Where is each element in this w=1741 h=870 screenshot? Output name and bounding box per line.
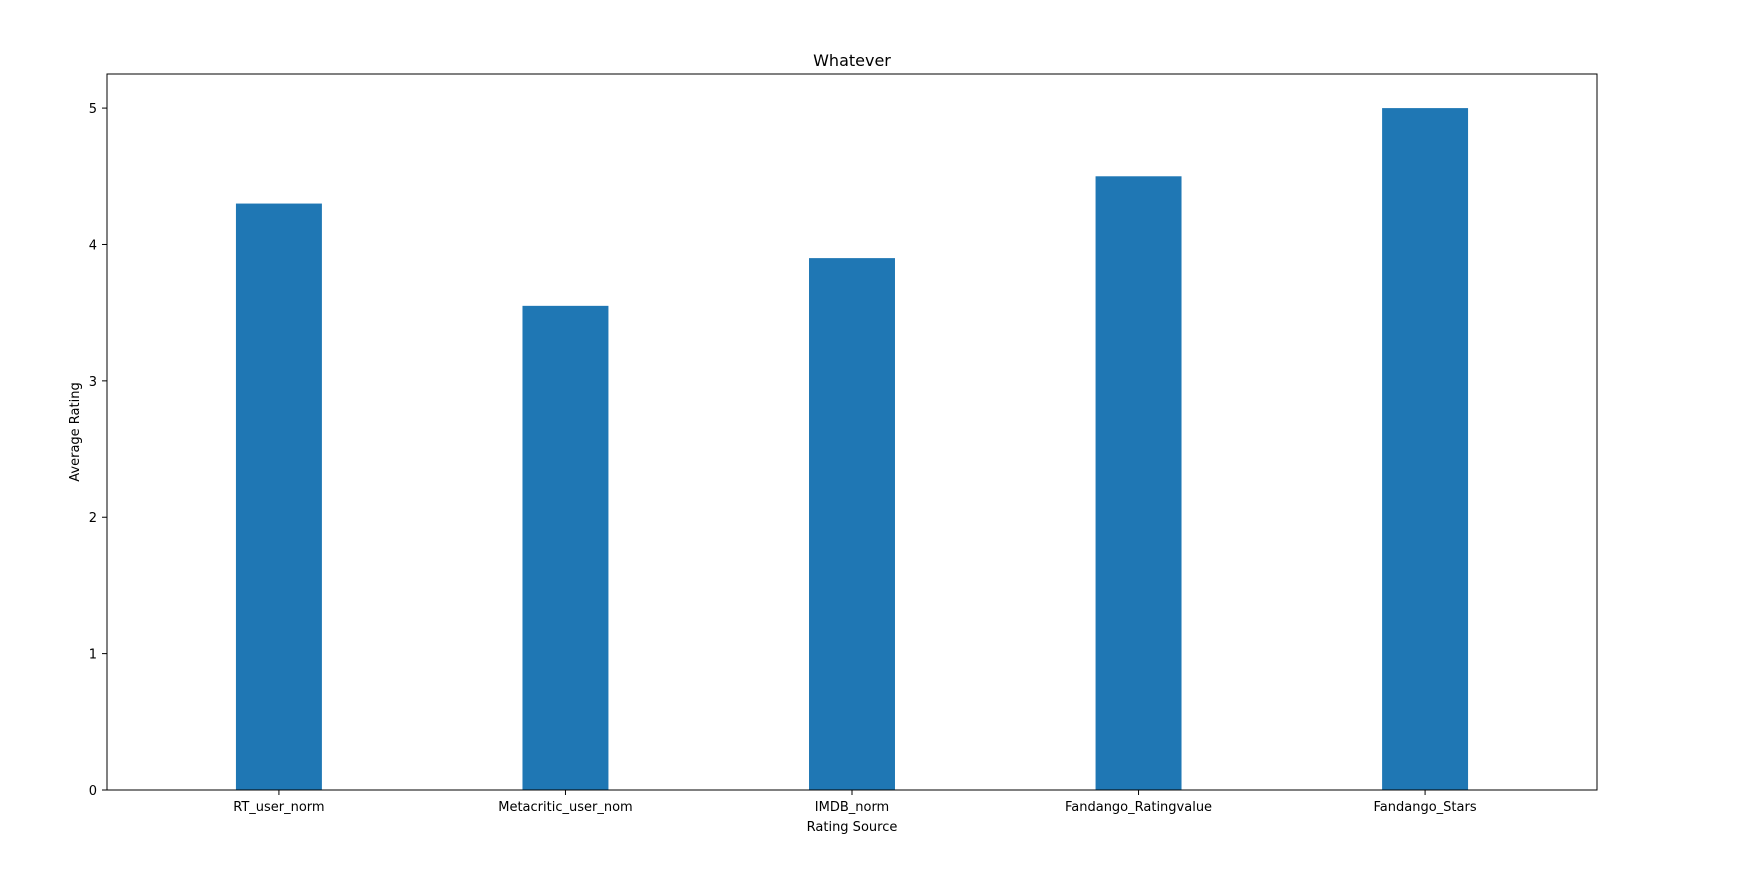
x-tick-label: RT_user_norm (233, 800, 324, 815)
x-tick-label: Metacritic_user_nom (498, 800, 632, 815)
x-tick-label: Fandango_Stars (1374, 800, 1477, 815)
x-axis-label: Rating Source (807, 820, 898, 835)
y-tick-label: 0 (89, 784, 97, 799)
y-axis-ticks: 0 1 2 3 4 5 (89, 102, 107, 799)
y-tick-label: 5 (89, 102, 97, 117)
x-tick-label: Fandango_Ratingvalue (1065, 800, 1212, 815)
bar-fandango-ratingvalue (1095, 176, 1182, 791)
y-axis-label: Average Rating (68, 382, 83, 481)
chart-title: Whatever (813, 51, 891, 70)
bar-fandango-stars (1382, 108, 1469, 791)
bar-imdb-norm (809, 258, 895, 791)
x-axis-ticks: RT_user_norm Metacritic_user_nom IMDB_norm… (233, 790, 1477, 815)
bars-group (235, 108, 1469, 791)
y-tick-label: 4 (89, 238, 97, 253)
y-tick-label: 2 (89, 511, 97, 526)
y-tick-label: 1 (89, 648, 97, 663)
bar-rt-user-norm (235, 203, 322, 791)
y-tick-label: 3 (89, 375, 97, 390)
plot-area-frame (106, 73, 1598, 791)
x-tick-label: IMDB_norm (815, 800, 889, 815)
bar-metacritic-user-nom (522, 305, 609, 790)
